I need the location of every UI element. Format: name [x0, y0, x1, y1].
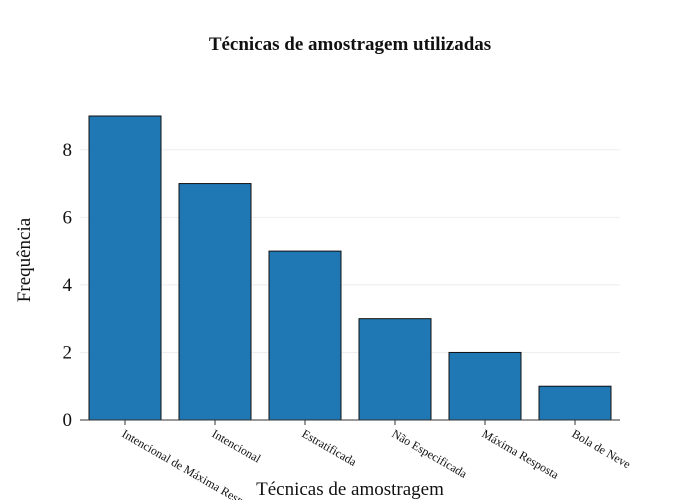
y-tick-label-8: 8 [63, 140, 73, 161]
x-tick-label-4: Máxima Resposta [480, 426, 562, 482]
bar-2 [268, 250, 342, 421]
y-tick-label-2: 2 [63, 342, 73, 363]
bars [88, 115, 612, 421]
chart-title: Técnicas de amostragem utilizadas [209, 34, 491, 55]
bar-1 [178, 183, 252, 421]
bar-0 [88, 115, 162, 421]
y-tick-label-0: 0 [63, 410, 73, 431]
x-tick-label-1: Intencional [210, 426, 264, 465]
bar-4 [448, 351, 522, 421]
bar-5 [538, 385, 612, 421]
y-tick-label-4: 4 [63, 275, 73, 296]
x-axis-title: Técnicas de amostragem [256, 479, 444, 500]
bar-3 [358, 318, 432, 421]
y-tick-label-6: 6 [63, 207, 73, 228]
y-axis-title: Frequência [14, 217, 35, 302]
x-tick-label-2: Estratificada [300, 426, 360, 469]
x-tick-label-5: Bola de Neve [570, 426, 634, 471]
y-tick-labels: 0 2 4 6 8 [63, 140, 73, 431]
x-tick-label-3: Não Especificada [390, 426, 471, 481]
x-tick-label-0: Intencional de Máxima Resposta [120, 426, 264, 500]
gridlines [80, 149, 620, 353]
axes [80, 419, 620, 425]
